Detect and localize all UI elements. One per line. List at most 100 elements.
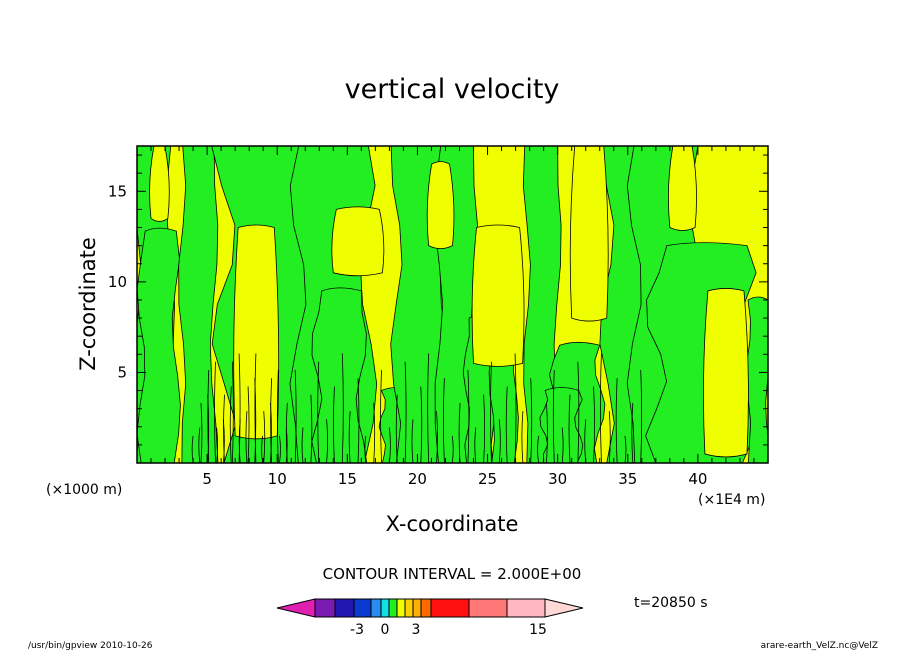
positive-region <box>703 288 749 458</box>
contour-line <box>427 353 430 463</box>
contour-line <box>546 402 548 463</box>
colorbar-cell <box>334 598 355 618</box>
contour-line <box>231 361 234 463</box>
contour-line <box>285 427 288 463</box>
contour-line <box>451 435 454 463</box>
x-tick-label: 40 <box>688 470 707 488</box>
positive-region <box>426 161 455 250</box>
contour-line <box>247 386 250 463</box>
contour-line <box>317 361 320 463</box>
contour-line <box>270 402 272 463</box>
colorbar-tick-label: 0 <box>381 622 390 638</box>
y-ticks: 5 10 15 <box>108 154 768 446</box>
contour-line <box>404 361 407 463</box>
contour-line <box>631 402 634 463</box>
plot-frame <box>136 145 769 464</box>
contour-line <box>458 402 461 463</box>
colorbar-arrow-left <box>276 598 316 618</box>
contour-line <box>552 369 555 463</box>
contour-line <box>474 427 477 463</box>
contour-line <box>640 369 643 463</box>
contour-line <box>608 411 611 463</box>
negative-region <box>137 227 181 463</box>
contour-line <box>411 419 414 463</box>
positive-region <box>471 224 525 367</box>
contour-line <box>436 411 438 463</box>
contour-line <box>530 378 533 463</box>
contour-line <box>395 394 398 463</box>
contour-line <box>310 394 313 463</box>
positive-region <box>331 206 385 277</box>
contour-line <box>261 435 264 463</box>
chart-title: vertical velocity <box>344 74 560 105</box>
contour-line <box>245 411 248 463</box>
contour-line <box>263 411 266 463</box>
contour-line <box>333 386 335 463</box>
contour-line <box>624 435 627 463</box>
x-tick-label: 30 <box>548 470 567 488</box>
negative-region <box>539 387 584 463</box>
contour-line <box>600 353 602 463</box>
contour-line <box>373 402 376 463</box>
contour-line <box>364 435 367 463</box>
colorbar-cell <box>396 598 406 618</box>
x-ticks: 5 10 15 20 25 30 35 40 <box>150 146 755 488</box>
contour-line <box>238 353 241 463</box>
contour-line <box>341 353 344 463</box>
contour-line <box>348 411 351 463</box>
colorbar-arrow-right <box>544 598 584 618</box>
colorbar-tick-label: 3 <box>412 622 421 638</box>
contour-line <box>514 353 517 463</box>
positive-region <box>149 146 170 222</box>
x-tick-label: 5 <box>202 470 212 488</box>
colorbar-cell <box>430 598 470 618</box>
contour-line <box>498 419 501 463</box>
plot-area <box>137 146 768 463</box>
colorbar-cell <box>353 598 372 618</box>
contour-line <box>214 361 216 463</box>
contour-line <box>294 369 297 463</box>
contour-line <box>442 378 445 463</box>
contour-line <box>561 427 564 463</box>
contour-line <box>200 402 203 463</box>
x-axis-unit: (×1000 m) <box>46 482 123 498</box>
colorbar-cell <box>314 598 336 618</box>
contour-line <box>577 361 580 463</box>
x-tick-label: 35 <box>618 470 637 488</box>
colorbar-cell <box>370 598 382 618</box>
y-tick-label: 5 <box>117 363 127 381</box>
contour-line <box>198 427 201 463</box>
contour-line <box>254 378 257 463</box>
colorbar-cell <box>404 598 414 618</box>
footer-left-text: /usr/bin/gpview 2010-10-26 <box>28 641 153 651</box>
contour-line <box>279 435 281 463</box>
positive-region <box>569 146 609 322</box>
x-tick-label: 10 <box>268 470 287 488</box>
x-tick-label: 25 <box>478 470 497 488</box>
time-label: t=20850 s <box>634 595 708 611</box>
contour-line <box>357 378 360 463</box>
positive-region <box>668 146 697 231</box>
colorbar-cell <box>388 598 398 618</box>
contour-line <box>505 386 508 463</box>
colorbar-cell <box>380 598 390 618</box>
contour-line <box>490 361 492 463</box>
colorbar-tick-label: -3 <box>350 622 364 638</box>
contour-line <box>301 427 304 463</box>
colorbar-cell <box>506 598 546 618</box>
contour-interval-label: CONTOUR INTERVAL = 2.000E+00 <box>322 565 582 583</box>
colorbar-cell <box>420 598 432 618</box>
contour-line <box>483 394 486 463</box>
contour-line <box>207 394 210 463</box>
x-axis-label: X-coordinate <box>385 512 519 536</box>
colorbar-cell <box>468 598 508 618</box>
x-tick-label: 20 <box>408 470 427 488</box>
y-tick-label: 15 <box>108 182 127 200</box>
x-axis-factor: (×1E4 m) <box>698 492 766 508</box>
contour-line <box>326 419 328 463</box>
contour-line <box>593 386 595 463</box>
contour-line <box>216 427 219 463</box>
contour-line <box>521 411 524 463</box>
colorbar-tick-label: 15 <box>529 622 547 638</box>
